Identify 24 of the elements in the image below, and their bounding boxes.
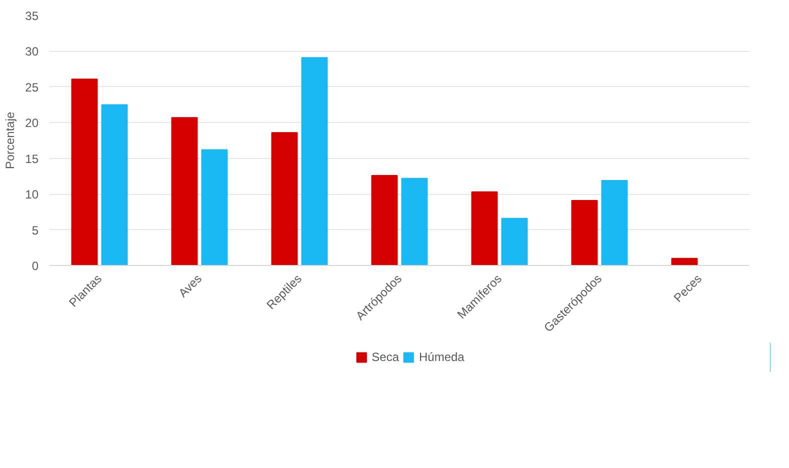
legend-label: Seca [372,350,399,364]
bar [401,178,428,266]
y-tick-label: 5 [32,223,39,238]
y-axis-title: Porcentaje [3,111,18,170]
bar [71,78,98,266]
bar [301,57,328,266]
bar [471,191,498,266]
bar [601,180,628,266]
bar [271,132,298,266]
legend-label: Húmeda [419,350,464,364]
y-tick-label: 30 [25,44,39,59]
bar [101,104,128,266]
y-tick-label: 35 [25,9,39,23]
bar [501,218,528,266]
y-tick-label: 10 [25,188,39,202]
y-tick-label: 25 [25,80,39,94]
bar [571,200,598,266]
bar [671,258,698,266]
y-tick-label: 0 [32,259,39,273]
y-tick-label: 15 [25,152,39,166]
bar [371,175,398,266]
y-tick-label: 20 [25,116,39,130]
bar [171,117,198,266]
bar [201,149,228,266]
